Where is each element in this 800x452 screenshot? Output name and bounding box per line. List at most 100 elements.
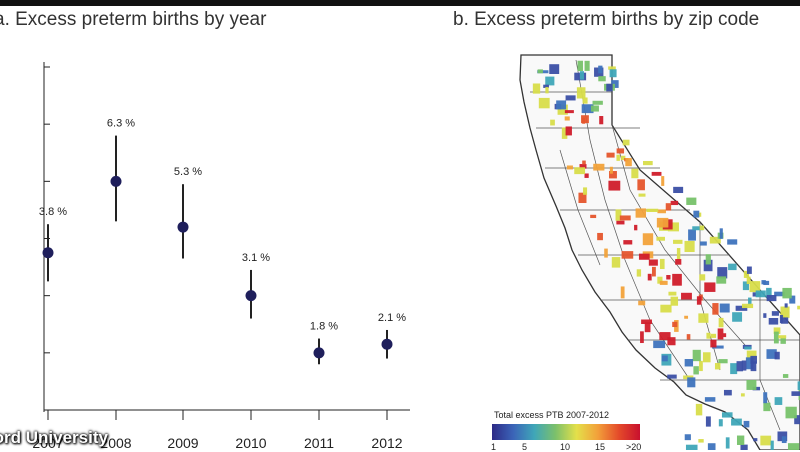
zip-patch (789, 295, 796, 304)
zip-patch (565, 126, 572, 136)
x-tick-group: 2007 2008 2009 2010 2011 2012 (32, 410, 403, 450)
zip-patch (683, 375, 694, 380)
zip-patch (755, 290, 766, 298)
zip-patch (780, 317, 789, 324)
zip-patch (637, 179, 645, 191)
county-boundaries (530, 59, 800, 431)
zip-patch (710, 339, 717, 348)
zip-patch (709, 236, 721, 244)
zip-patch (707, 443, 716, 450)
zip-patch (621, 251, 634, 259)
zip-patch (699, 225, 705, 231)
zip-patch (695, 403, 703, 416)
zip-patch (714, 363, 721, 370)
zip-patch (638, 193, 646, 197)
zip-patch (622, 139, 630, 146)
zip-patch (704, 282, 716, 292)
zip-patch (750, 361, 757, 372)
legend-tick: 1 (491, 442, 497, 452)
zip-patch (687, 377, 696, 388)
zip-patch (699, 274, 706, 281)
zip-patch (768, 318, 779, 325)
zip-patch (648, 259, 658, 266)
zip-patch (619, 215, 631, 221)
zip-patch (743, 270, 750, 278)
zip-patch (797, 305, 800, 310)
zip-patch (640, 331, 644, 344)
zip-patch (608, 66, 616, 70)
data-point (110, 175, 122, 187)
zip-patch (634, 224, 638, 231)
zip-patch (766, 287, 772, 298)
zip-patch (718, 317, 724, 328)
zip-patch (774, 351, 780, 360)
zip-patch (672, 321, 678, 328)
data-point (42, 247, 54, 259)
zip-patch (696, 296, 702, 305)
zip-patch (778, 335, 787, 339)
zip-patch (584, 173, 589, 178)
zip-patch (597, 232, 603, 241)
zip-patch (641, 319, 652, 325)
x-tick-label: 2012 (371, 435, 402, 450)
zip-patch (606, 152, 615, 158)
zip-patch (582, 160, 586, 165)
zip-patch (616, 220, 625, 225)
legend-tick: >20 (626, 442, 642, 452)
legend-title: Total excess PTB 2007-2012 (494, 410, 610, 420)
zip-patch (557, 104, 568, 115)
zip-patch (609, 166, 613, 174)
zip-patch (556, 100, 567, 110)
zip-patch (590, 214, 597, 219)
zip-patch (676, 248, 681, 260)
zip-patch (564, 110, 574, 114)
zip-patch (598, 65, 603, 74)
california-outline (519, 54, 800, 450)
zip-patch (581, 104, 594, 114)
zip-patch (668, 291, 677, 296)
zip-patch (604, 248, 608, 258)
zip-patch (712, 303, 719, 315)
zip-patch (675, 259, 682, 265)
zip-patch (684, 434, 691, 441)
zip-patch (608, 180, 621, 191)
zip-patch (659, 258, 665, 270)
zip-patch (700, 241, 707, 246)
zip-patch (684, 240, 695, 253)
zip-patch (684, 359, 694, 367)
zip-patch (672, 273, 682, 286)
zip-patch (635, 208, 647, 218)
top-bar (0, 0, 800, 6)
data-point-group: 3.8 % 6.3 % 5.3 % 3.1 % 1.8 % 2.1 % (39, 118, 406, 365)
zip-patch (712, 345, 724, 349)
zip-patch (686, 197, 697, 205)
zip-patch (746, 380, 757, 390)
zip-patch (718, 359, 728, 364)
zip-patch (625, 158, 632, 167)
zip-patch (719, 228, 723, 239)
x-tick-label: 2010 (235, 435, 266, 450)
zip-patch (549, 64, 560, 74)
zip-code-patches (532, 60, 800, 450)
data-point (245, 290, 257, 302)
zip-patch (566, 165, 573, 170)
zip-patch (782, 287, 792, 299)
zip-patch (661, 355, 668, 362)
zip-patch (706, 332, 711, 339)
zip-patch (697, 212, 702, 217)
zip-patch (719, 303, 730, 313)
legend-tick: 15 (595, 442, 606, 452)
x-tick-label: 2011 (304, 435, 334, 450)
zip-patch (665, 203, 672, 211)
zip-patch (741, 360, 747, 371)
x-tick-label: 2007 (32, 435, 63, 450)
zip-patch (537, 69, 543, 74)
zip-patch (692, 349, 701, 362)
zip-patch (698, 313, 709, 323)
zip-patch (705, 416, 711, 427)
zip-patch (766, 349, 777, 359)
legend-color-bar (492, 424, 640, 440)
x-tick-label: 2008 (100, 435, 131, 450)
zip-patch (592, 100, 603, 105)
